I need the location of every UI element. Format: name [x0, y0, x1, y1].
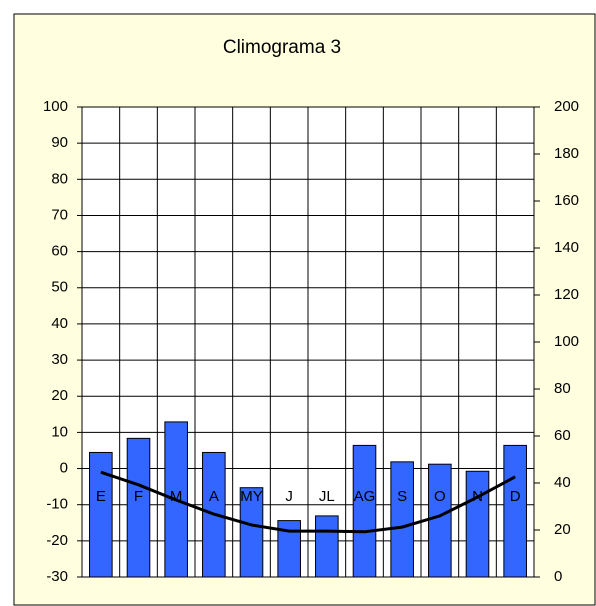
- bar: [315, 515, 339, 578]
- y-tick-label: 80: [51, 170, 68, 187]
- x-tick-label: M: [170, 488, 183, 505]
- y-tick-label: -20: [46, 532, 68, 549]
- y2-tick-label: 100: [554, 333, 579, 350]
- x-tick-label: A: [209, 488, 219, 505]
- x-tick-label: S: [397, 488, 407, 505]
- y2-tick-label: 60: [554, 427, 571, 444]
- y2-tick-label: 180: [554, 145, 579, 162]
- y2-tick-label: 80: [554, 380, 571, 397]
- x-tick-label: JL: [319, 488, 335, 505]
- y-tick-label: 30: [51, 351, 68, 368]
- bar: [89, 451, 113, 578]
- y-tick-label: 0: [60, 460, 68, 477]
- y-tick-label: 90: [51, 134, 68, 151]
- x-tick-label: O: [434, 488, 446, 505]
- y2-tick-label: 40: [554, 474, 571, 491]
- bar: [126, 437, 151, 578]
- y2-tick-label: 140: [554, 239, 579, 256]
- y-tick-label: -30: [46, 568, 68, 585]
- y2-tick-label: 120: [554, 286, 579, 303]
- line: [100, 470, 516, 534]
- y-tick-label: 10: [51, 423, 68, 440]
- bar: [277, 520, 301, 578]
- y-tick-label: 100: [43, 98, 68, 115]
- x-tick-label: F: [134, 488, 143, 505]
- x-tick-label: D: [510, 488, 521, 505]
- y-tick-label: 70: [51, 206, 68, 223]
- y-tick-label: 20: [51, 387, 68, 404]
- y-tick-label: 40: [51, 315, 68, 332]
- y-tick-label: -10: [46, 496, 68, 513]
- y2-tick-label: 160: [554, 192, 579, 209]
- x-tick-label: N: [472, 488, 483, 505]
- y-tick-label: 60: [51, 243, 68, 260]
- x-tick-label: E: [96, 488, 106, 505]
- bar: [352, 444, 377, 578]
- y-tick-label: 50: [51, 279, 68, 296]
- bar: [428, 463, 452, 578]
- bar: [465, 470, 490, 578]
- x-tick-label: AG: [354, 488, 376, 505]
- x-tick-label: J: [285, 488, 293, 505]
- bar: [239, 487, 264, 578]
- chart-title: Climograma 3: [223, 37, 341, 58]
- bar: [390, 461, 414, 578]
- x-tick-label: MY: [240, 488, 263, 505]
- bar: [503, 444, 527, 578]
- y2-tick-label: 20: [554, 521, 571, 538]
- y2-tick-label: 200: [554, 98, 579, 115]
- y2-tick-label: 0: [554, 568, 562, 585]
